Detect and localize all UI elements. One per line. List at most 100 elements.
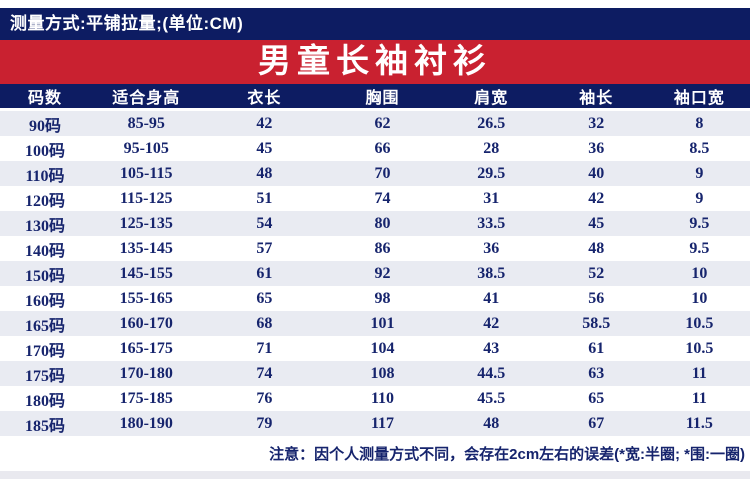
table-cell: 61 bbox=[202, 261, 327, 286]
table-cell: 9.5 bbox=[689, 239, 710, 257]
table-cell: 95-105 bbox=[123, 139, 169, 157]
table-cell: 90码 bbox=[0, 111, 90, 136]
table-cell: 48 bbox=[588, 239, 605, 257]
measurement-method-bar: 测量方式:平铺拉量;(单位:CM) bbox=[0, 8, 750, 40]
table-cell: 48 bbox=[438, 411, 544, 436]
table-cell: 115-125 bbox=[120, 189, 173, 207]
table-cell: 117 bbox=[326, 411, 439, 436]
size-table-body: 90码 85-95 42 62 26.5 32 8 100码 95-105 45 66 28 36 8.5… bbox=[0, 111, 750, 436]
header-shoulder: 肩宽 bbox=[438, 84, 544, 111]
table-cell: 31 bbox=[483, 189, 500, 207]
table-cell: 28 bbox=[483, 139, 500, 157]
table-cell: 175-185 bbox=[119, 389, 173, 407]
table-cell: 108 bbox=[326, 361, 439, 386]
note-row: 注意：因个人测量方式不同，会存在2cm左右的误差(*宽:半圈; *围:一圈) bbox=[0, 436, 750, 471]
table-cell: 120码 bbox=[24, 192, 65, 210]
table-cell: 42 bbox=[588, 189, 605, 207]
table-cell: 48 bbox=[202, 161, 327, 186]
table-row: 165码 160-170 68 101 42 58.5 10.5 bbox=[0, 311, 750, 336]
header-garment-length: 衣长 bbox=[202, 84, 327, 111]
table-cell: 29.5 bbox=[438, 161, 544, 186]
table-cell: 11 bbox=[691, 389, 707, 407]
measurement-method-text: 测量方式:平铺拉量;(单位:CM) bbox=[10, 14, 244, 33]
table-cell: 101 bbox=[326, 311, 439, 336]
table-cell: 92 bbox=[326, 261, 439, 286]
table-cell: 32 bbox=[543, 111, 649, 136]
page-title: 男童长袖衬衫 bbox=[258, 44, 492, 80]
table-cell: 44.5 bbox=[438, 361, 544, 386]
table-cell: 180码 bbox=[24, 392, 65, 410]
table-cell: 68 bbox=[202, 311, 327, 336]
table-cell: 86 bbox=[374, 239, 391, 257]
table-cell: 10 bbox=[691, 289, 708, 307]
table-cell: 160码 bbox=[24, 292, 65, 310]
table-cell: 42 bbox=[438, 311, 544, 336]
table-cell: 180-190 bbox=[90, 411, 203, 436]
table-cell: 42 bbox=[202, 111, 327, 136]
table-cell: 54 bbox=[202, 211, 327, 236]
table-row: 160码 155-165 65 98 41 56 10 bbox=[0, 286, 750, 311]
table-cell: 76 bbox=[256, 389, 273, 407]
table-cell: 175码 bbox=[0, 361, 90, 386]
table-cell: 57 bbox=[256, 239, 273, 257]
header-cuff-width: 袖口宽 bbox=[648, 84, 750, 111]
table-cell: 11 bbox=[648, 361, 750, 386]
table-cell: 61 bbox=[588, 339, 605, 357]
table-row: 140码 135-145 57 86 36 48 9.5 bbox=[0, 236, 750, 261]
table-cell: 135-145 bbox=[119, 239, 173, 257]
table-row: 185码 180-190 79 117 48 67 11.5 bbox=[0, 411, 750, 436]
table-row: 130码 125-135 54 80 33.5 45 9.5 bbox=[0, 211, 750, 236]
table-row: 180码 175-185 76 110 45.5 65 11 bbox=[0, 386, 750, 411]
table-cell: 10.5 bbox=[685, 339, 714, 357]
header-size: 码数 bbox=[0, 84, 90, 111]
table-cell: 65 bbox=[588, 389, 605, 407]
table-cell: 43 bbox=[483, 339, 500, 357]
table-cell: 45 bbox=[256, 139, 273, 157]
table-cell: 85-95 bbox=[90, 111, 203, 136]
table-cell: 80 bbox=[326, 211, 439, 236]
table-cell: 150码 bbox=[0, 261, 90, 286]
table-cell: 67 bbox=[543, 411, 649, 436]
table-cell: 125-135 bbox=[90, 211, 203, 236]
table-cell: 10.5 bbox=[648, 311, 750, 336]
table-row: 110码 105-115 48 70 29.5 40 9 bbox=[0, 161, 750, 186]
header-height: 适合身高 bbox=[90, 84, 203, 111]
table-cell: 41 bbox=[483, 289, 500, 307]
table-cell: 8.5 bbox=[689, 139, 710, 157]
table-cell: 71 bbox=[256, 339, 273, 357]
size-table: 码数 适合身高 衣长 胸围 肩宽 袖长 袖口宽 90码 85-95 42 62 26.5… bbox=[0, 84, 750, 436]
table-cell: 52 bbox=[543, 261, 649, 286]
table-cell: 70 bbox=[326, 161, 439, 186]
table-cell: 185码 bbox=[0, 411, 90, 436]
table-cell: 79 bbox=[202, 411, 327, 436]
table-cell: 36 bbox=[588, 139, 605, 157]
table-cell: 9.5 bbox=[648, 211, 750, 236]
title-banner: 男童长袖衬衫 bbox=[0, 40, 750, 84]
table-cell: 63 bbox=[543, 361, 649, 386]
table-cell: 38.5 bbox=[438, 261, 544, 286]
table-cell: 26.5 bbox=[438, 111, 544, 136]
header-sleeve-length: 袖长 bbox=[543, 84, 649, 111]
table-cell: 145-155 bbox=[90, 261, 203, 286]
table-cell: 110 bbox=[370, 389, 395, 407]
bottom-strip bbox=[0, 471, 750, 479]
table-cell: 56 bbox=[588, 289, 605, 307]
table-row: 120码 115-125 51 74 31 42 9 bbox=[0, 186, 750, 211]
table-row: 100码 95-105 45 66 28 36 8.5 bbox=[0, 136, 750, 161]
table-cell: 8 bbox=[648, 111, 750, 136]
table-cell: 155-165 bbox=[119, 289, 173, 307]
table-cell: 74 bbox=[202, 361, 327, 386]
table-cell: 9 bbox=[695, 189, 704, 207]
table-cell: 130码 bbox=[0, 211, 90, 236]
table-cell: 74 bbox=[374, 189, 391, 207]
table-cell: 165-175 bbox=[119, 339, 173, 357]
table-cell: 40 bbox=[543, 161, 649, 186]
table-cell: 62 bbox=[326, 111, 439, 136]
header-chest: 胸围 bbox=[326, 84, 439, 111]
table-cell: 45.5 bbox=[477, 389, 506, 407]
table-cell: 58.5 bbox=[543, 311, 649, 336]
table-cell: 140码 bbox=[24, 242, 65, 260]
table-cell: 9 bbox=[648, 161, 750, 186]
table-row: 175码 170-180 74 108 44.5 63 11 bbox=[0, 361, 750, 386]
